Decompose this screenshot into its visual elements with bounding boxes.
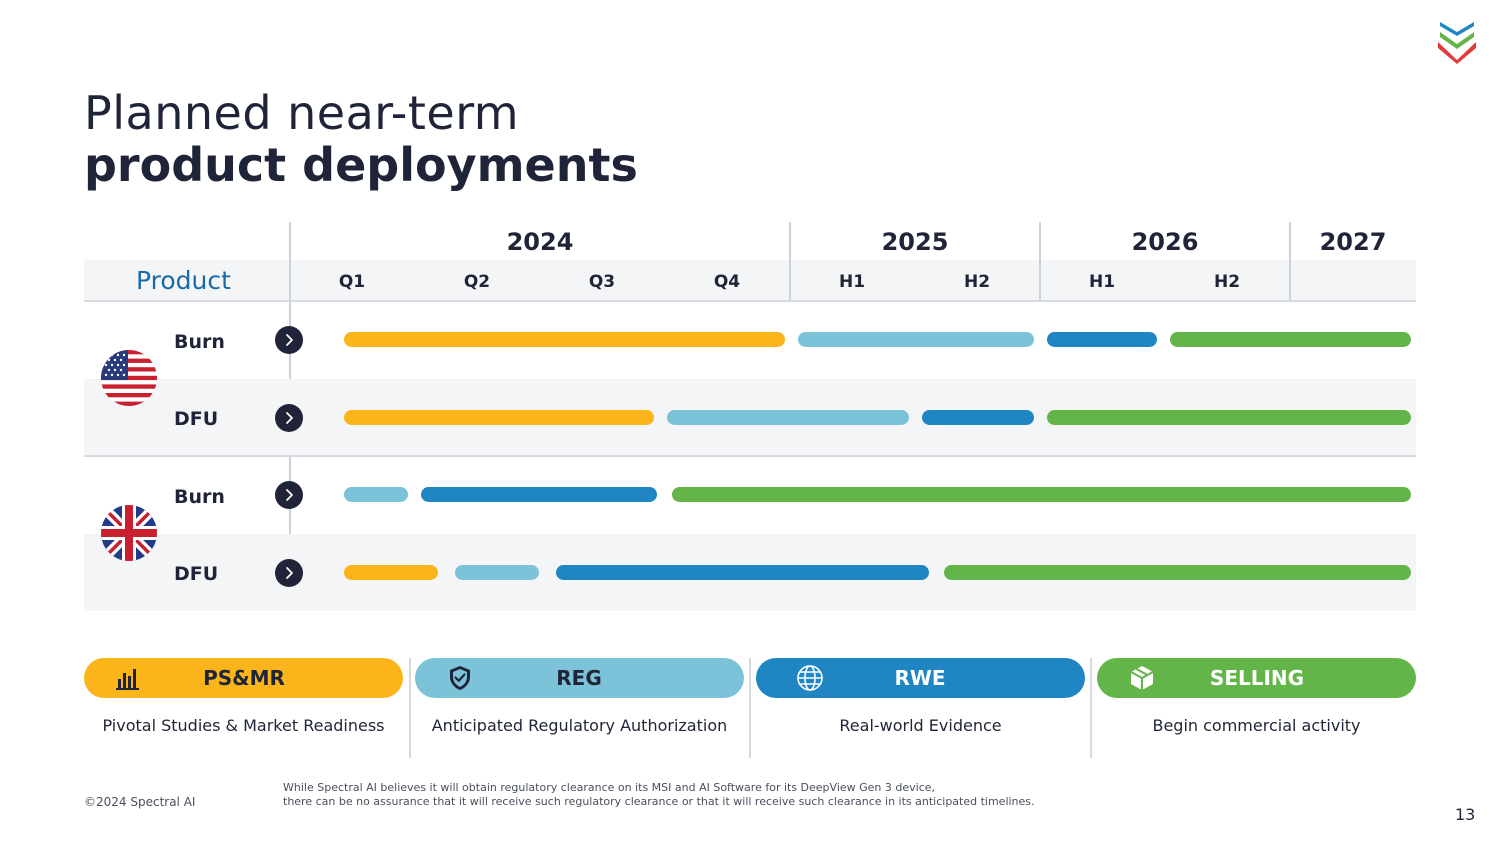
period-label: Q1 (338, 272, 366, 292)
company-logo (1434, 20, 1480, 64)
timeline-header-band (84, 260, 1416, 301)
legend-divider (749, 658, 751, 758)
column-divider (1289, 222, 1291, 301)
gantt-bar-selling (1047, 410, 1411, 425)
column-divider (1039, 222, 1041, 301)
bar-chart-icon (114, 664, 142, 692)
legend-divider (409, 658, 411, 758)
period-label: Q3 (588, 272, 616, 292)
chevron-right-icon[interactable] (275, 404, 303, 432)
year-label: 2024 (506, 228, 574, 256)
legend-pill-selling: SELLING (1097, 658, 1416, 698)
legend-divider (1090, 658, 1092, 758)
legend-pill-rwe: RWE (756, 658, 1085, 698)
legend-description: Real-world Evidence (839, 716, 1002, 735)
row-label-uk-burn: Burn (174, 486, 225, 508)
page-title-line1: Planned near-term (84, 86, 520, 140)
page-title-line2: product deployments (84, 138, 638, 192)
gantt-bar-reg (455, 565, 539, 580)
year-label: 2027 (1319, 228, 1387, 256)
column-divider (789, 222, 791, 301)
period-label: H1 (1088, 272, 1116, 292)
legend-label: SELLING (1209, 666, 1305, 690)
legend-label: PS&MR (203, 666, 285, 690)
gantt-bar-ps-mr (344, 332, 785, 347)
year-label: 2025 (881, 228, 949, 256)
row-label-us-dfu: DFU (174, 408, 219, 430)
product-column-header: Product (136, 266, 231, 295)
package-icon (1128, 664, 1156, 692)
gantt-bar-reg (344, 487, 408, 502)
chevron-right-icon[interactable] (275, 559, 303, 587)
legend-description: Pivotal Studies & Market Readiness (102, 716, 385, 735)
gantt-bar-selling (944, 565, 1411, 580)
gantt-bar-selling (672, 487, 1411, 502)
copyright-text: ©2024 Spectral AI (84, 795, 196, 809)
page-number: 13 (1455, 805, 1476, 824)
disclaimer-line2: there can be no assurance that it will r… (283, 795, 1035, 808)
region-divider (84, 455, 1416, 457)
legend-pill-reg: REG (415, 658, 744, 698)
header-divider (84, 300, 1416, 302)
chevron-right-icon[interactable] (275, 481, 303, 509)
legend-description: Anticipated Regulatory Authorization (431, 716, 728, 735)
legend-pill-ps-mr: PS&MR (84, 658, 403, 698)
gantt-bar-ps-mr (344, 410, 654, 425)
gantt-bar-reg (667, 410, 909, 425)
gantt-bar-ps-mr (344, 565, 438, 580)
uk-flag-icon (101, 505, 157, 561)
year-label: 2026 (1131, 228, 1199, 256)
gantt-bar-rwe (556, 565, 929, 580)
row-label-us-burn: Burn (174, 331, 225, 353)
legend-label: RWE (894, 666, 946, 690)
period-label: H1 (838, 272, 866, 292)
period-label: Q4 (713, 272, 741, 292)
globe-icon (796, 664, 824, 692)
row-label-uk-dfu: DFU (174, 563, 219, 585)
gantt-bar-rwe (922, 410, 1034, 425)
chevron-right-icon[interactable] (275, 326, 303, 354)
disclaimer-line1: While Spectral AI believes it will obtai… (283, 781, 936, 794)
gantt-bar-selling (1170, 332, 1411, 347)
legend-label: REG (556, 666, 602, 690)
period-label: Q2 (463, 272, 491, 292)
gantt-bar-reg (798, 332, 1034, 347)
gantt-bar-rwe (421, 487, 657, 502)
gantt-bar-rwe (1047, 332, 1157, 347)
shield-check-icon (446, 664, 474, 692)
period-label: H2 (1213, 272, 1241, 292)
period-label: H2 (963, 272, 991, 292)
us-flag-icon (101, 350, 157, 406)
legend-description: Begin commercial activity (1152, 716, 1361, 735)
